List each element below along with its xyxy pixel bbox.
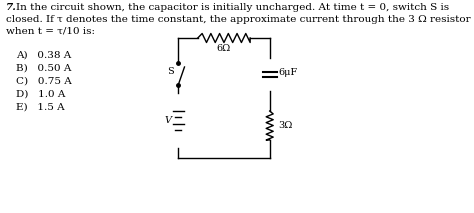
Text: 6μF: 6μF xyxy=(278,68,298,77)
Text: 3Ω: 3Ω xyxy=(278,121,292,130)
Text: D)   1.0 A: D) 1.0 A xyxy=(16,90,65,99)
Text: E)   1.5 A: E) 1.5 A xyxy=(16,103,64,112)
Text: when t = τ/10 is:: when t = τ/10 is: xyxy=(6,27,95,36)
Text: A)   0.38 A: A) 0.38 A xyxy=(16,51,71,60)
Text: closed. If τ denotes the time constant, the approximate current through the 3 Ω : closed. If τ denotes the time constant, … xyxy=(6,15,471,24)
Text: S: S xyxy=(168,68,174,76)
Text: In the circuit shown, the capacitor is initially uncharged. At time t = 0, switc: In the circuit shown, the capacitor is i… xyxy=(16,3,449,12)
Text: 6Ω: 6Ω xyxy=(217,44,231,53)
Text: V: V xyxy=(164,116,171,125)
Text: C)   0.75 A: C) 0.75 A xyxy=(16,77,72,86)
Text: 7.: 7. xyxy=(6,3,17,12)
Text: B)   0.50 A: B) 0.50 A xyxy=(16,64,71,73)
